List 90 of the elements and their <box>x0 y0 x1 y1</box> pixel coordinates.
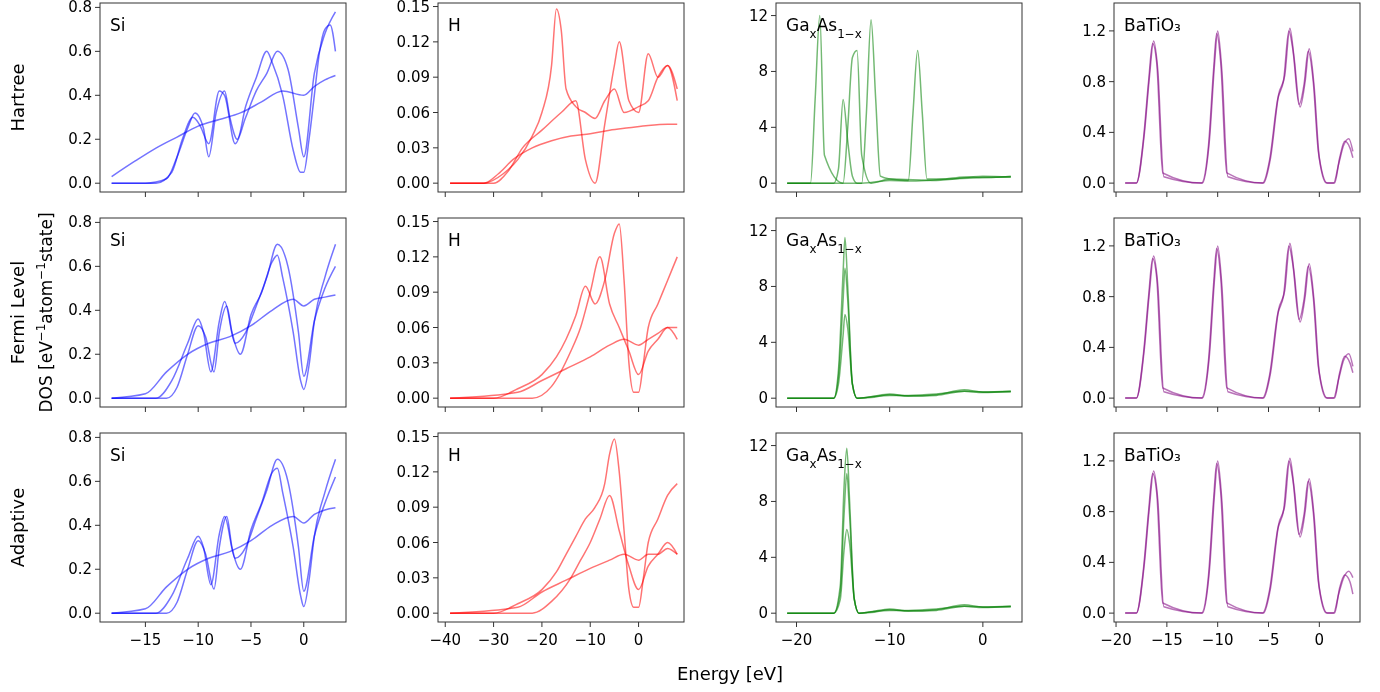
y-tick-label: 0.0 <box>1082 389 1106 408</box>
y-tick-label: 0.8 <box>1082 287 1106 306</box>
y-tick-label: 0.06 <box>396 318 430 337</box>
annotation: Si <box>110 230 126 250</box>
text: Energy [eV] <box>676 663 784 684</box>
x-tick-label: −15 <box>1151 631 1183 649</box>
y-tick-label: 12 <box>748 221 768 240</box>
x-tick-label: −10 <box>873 631 906 649</box>
x-tick-label: −20 <box>1100 631 1132 649</box>
y-tick-label: 0.00 <box>396 389 430 408</box>
y-tick-label: 0.6 <box>68 257 92 276</box>
y-tick-label: 0.0 <box>68 389 92 408</box>
y-tick-label: 0.09 <box>396 498 430 517</box>
annotation: Ga$_{x}$As$_{1−x}$ <box>786 445 862 471</box>
y-tick-label: 0 <box>758 604 768 623</box>
x-tick-label: 0 <box>978 631 988 649</box>
y-tick-label: 0.2 <box>68 130 92 149</box>
annotation: Si <box>110 445 126 465</box>
x-tick-label: −5 <box>239 631 263 649</box>
y-tick-label: 0.2 <box>68 560 92 579</box>
y-tick-label: 0.6 <box>68 472 92 491</box>
y-axis-title: Fermi Level <box>7 260 28 365</box>
y-tick-label: 1.2 <box>1082 236 1106 255</box>
y-tick-label: 0 <box>758 174 768 193</box>
y-tick-label: 0.15 <box>396 0 430 16</box>
y-tick-label: 12 <box>748 436 768 455</box>
x-tick-label: −10 <box>182 631 215 649</box>
y-tick-label: 0.8 <box>68 428 92 447</box>
y-tick-label: 0.2 <box>68 345 92 364</box>
y-tick-label: 0.0 <box>1082 604 1106 623</box>
annotation: BaTiO₃ <box>1124 15 1181 35</box>
y-tick-label: 12 <box>748 6 768 25</box>
y-tick-label: 0.09 <box>396 68 430 87</box>
annotation: H <box>448 230 461 250</box>
y-tick-label: 0.4 <box>68 516 92 535</box>
y-tick-label: 4 <box>758 333 768 352</box>
y-tick-label: 0.0 <box>68 174 92 193</box>
x-tick-label: −30 <box>477 631 510 649</box>
x-tick-label: 0 <box>1314 631 1325 649</box>
x-tick-label: −10 <box>574 631 607 649</box>
y-tick-label: 0.12 <box>396 462 430 481</box>
y-tick-label: 1.2 <box>1082 21 1106 40</box>
x-tick-label: −40 <box>429 631 462 649</box>
y-tick-label: 0.00 <box>396 604 430 623</box>
x-tick-label: −5 <box>1257 631 1280 649</box>
y-tick-label: 0.06 <box>396 103 430 122</box>
x-tick-label: −10 <box>1201 631 1234 649</box>
y-tick-label: 4 <box>758 548 768 567</box>
y-tick-label: 0.4 <box>68 86 92 105</box>
annotation: H <box>448 445 461 465</box>
y-tick-label: 0.12 <box>396 32 430 51</box>
annotation: H <box>448 15 461 35</box>
y-tick-label: 0.8 <box>1082 72 1106 91</box>
y-tick-label: 0.06 <box>396 533 430 552</box>
y-tick-label: 0.03 <box>396 568 430 587</box>
x-tick-label: −15 <box>129 631 162 649</box>
y-tick-label: 8 <box>758 492 768 511</box>
y-tick-label: 0.00 <box>396 174 430 193</box>
annotation: Ga$_{x}$As$_{1−x}$ <box>786 15 862 41</box>
y-axis-title: Adaptive <box>7 487 28 568</box>
x-tick-label: 0 <box>298 631 309 649</box>
y-tick-label: 0.6 <box>68 42 92 61</box>
y-tick-label: 0.15 <box>396 212 430 231</box>
y-tick-label: 0.03 <box>396 353 430 372</box>
y-tick-label: 8 <box>758 277 768 296</box>
annotation: Si <box>110 15 126 35</box>
x-tick-label: −20 <box>526 631 558 649</box>
y-tick-label: 0.09 <box>396 283 430 302</box>
annotation: BaTiO₃ <box>1124 230 1181 250</box>
y-tick-label: 0.8 <box>68 0 92 17</box>
y-tick-label: 0 <box>758 389 768 408</box>
y-tick-label: 4 <box>758 118 768 137</box>
y-tick-label: 0.0 <box>1082 174 1106 193</box>
y-tick-label: 0.4 <box>1082 553 1106 572</box>
annotation: Ga$_{x}$As$_{1−x}$ <box>786 230 862 256</box>
x-tick-label: 0 <box>633 631 644 649</box>
y-tick-label: 0.12 <box>396 247 430 266</box>
y-tick-label: 0.4 <box>1082 123 1106 142</box>
y-tick-label: 0.4 <box>1082 338 1106 357</box>
y-tick-label: 8 <box>758 62 768 81</box>
x-tick-label: −20 <box>780 631 813 649</box>
y-axis-title: Hartree <box>7 63 28 132</box>
y-tick-label: 1.2 <box>1082 451 1106 470</box>
y-tick-label: 0.8 <box>1082 502 1106 521</box>
y-tick-label: 0.03 <box>396 138 430 157</box>
y-tick-label: 0.4 <box>68 301 92 320</box>
y-tick-label: 0.8 <box>68 213 92 232</box>
y-tick-label: 0.15 <box>396 427 430 446</box>
annotation: BaTiO₃ <box>1124 445 1181 465</box>
y-tick-label: 0.0 <box>68 604 92 623</box>
